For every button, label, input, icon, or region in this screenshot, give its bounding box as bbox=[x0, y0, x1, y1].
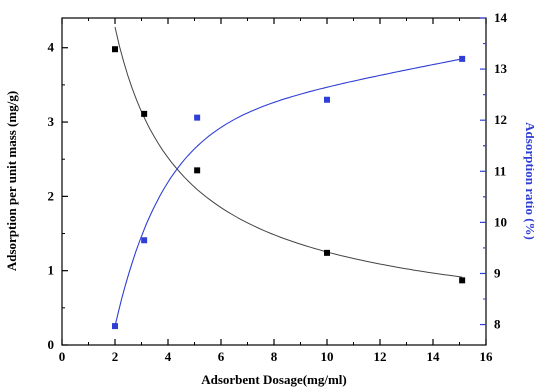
y-right-tick-label: 12 bbox=[494, 112, 507, 127]
y-right-tick-label: 11 bbox=[494, 163, 506, 178]
fit-curve-adsorption-ratio bbox=[114, 58, 463, 327]
ratio-point bbox=[459, 55, 466, 62]
x-tick-label: 0 bbox=[59, 349, 66, 364]
ratio-point bbox=[141, 237, 148, 244]
y-left-tick-label: 1 bbox=[48, 263, 55, 278]
x-tick-label: 12 bbox=[374, 349, 387, 364]
y-right-tick-label: 8 bbox=[494, 317, 501, 332]
ratio-point bbox=[112, 323, 118, 330]
mass-point bbox=[324, 249, 330, 256]
y-right-tick-label: 14 bbox=[494, 10, 508, 25]
data-markers bbox=[112, 46, 466, 330]
y-axis-right-label: Adsorption ratio (%) bbox=[523, 122, 534, 240]
y-axis-right-ticks: 8 9 10 11 12 13 14 bbox=[480, 10, 508, 332]
x-tick-label: 4 bbox=[165, 349, 172, 364]
x-tick-label: 6 bbox=[218, 349, 225, 364]
x-axis-ticks: 0 2 4 6 8 10 12 14 16 bbox=[59, 18, 493, 364]
y-axis-left-ticks: 0 1 2 3 4 bbox=[48, 40, 68, 352]
mass-point bbox=[459, 277, 466, 284]
ratio-point bbox=[324, 96, 330, 103]
y-left-tick-label: 2 bbox=[48, 188, 55, 203]
x-tick-label: 16 bbox=[480, 349, 494, 364]
fit-curves bbox=[114, 26, 463, 327]
y-right-tick-label: 9 bbox=[494, 265, 501, 280]
x-tick-label: 2 bbox=[112, 349, 119, 364]
y-right-tick-label: 10 bbox=[494, 214, 507, 229]
ratio-point bbox=[194, 114, 201, 121]
x-axis-label: Adsorbent Dosage(mg/ml) bbox=[201, 372, 347, 387]
mass-point bbox=[112, 46, 118, 53]
fit-curve-adsorption-per-mass bbox=[114, 26, 463, 278]
x-tick-label: 14 bbox=[427, 349, 441, 364]
mass-point bbox=[194, 167, 201, 174]
y-left-tick-label: 0 bbox=[48, 337, 55, 352]
y-right-tick-label: 13 bbox=[494, 61, 508, 76]
y-axis-left-label: Adsorption per unit mass (mg/g) bbox=[4, 91, 19, 271]
y-left-tick-label: 4 bbox=[48, 40, 55, 55]
x-tick-label: 10 bbox=[321, 349, 334, 364]
x-tick-label: 8 bbox=[271, 349, 278, 364]
y-left-tick-label: 3 bbox=[48, 114, 55, 129]
mass-point bbox=[141, 110, 148, 117]
